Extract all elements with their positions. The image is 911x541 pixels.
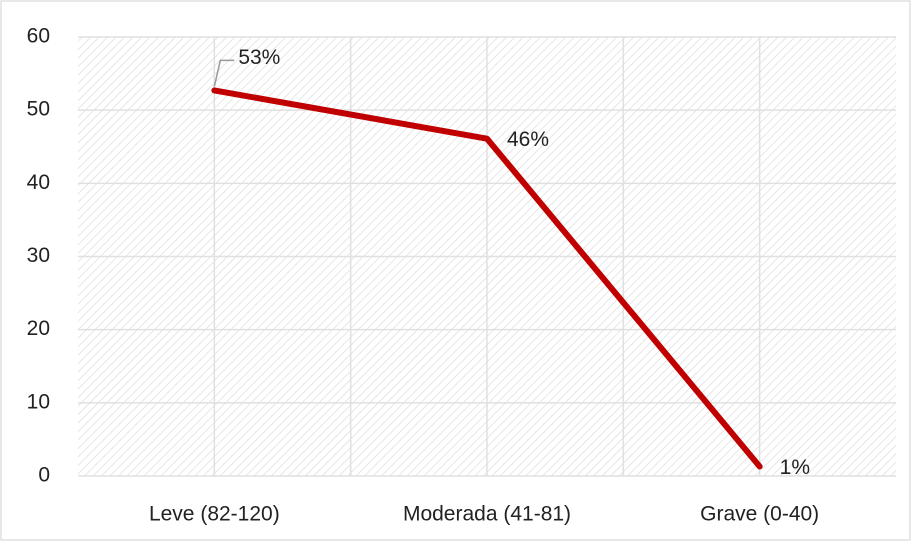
data-label: 1% <box>780 456 810 479</box>
y-tick-label: 20 <box>27 317 50 340</box>
y-tick-label: 0 <box>38 464 50 487</box>
y-tick-label: 40 <box>27 171 50 194</box>
y-tick-label: 50 <box>27 98 50 121</box>
x-tick-label: Leve (82-120) <box>149 503 280 526</box>
data-label: 53% <box>238 46 280 69</box>
data-line <box>211 87 763 470</box>
y-tick-label: 60 <box>27 25 50 48</box>
leader-line <box>213 59 235 87</box>
y-tick-label: 10 <box>27 390 50 413</box>
y-tick-label: 30 <box>27 244 50 267</box>
x-tick-label: Grave (0-40) <box>700 503 819 526</box>
x-tick-label: Moderada (41-81) <box>403 503 571 526</box>
data-label: 46% <box>507 128 549 151</box>
